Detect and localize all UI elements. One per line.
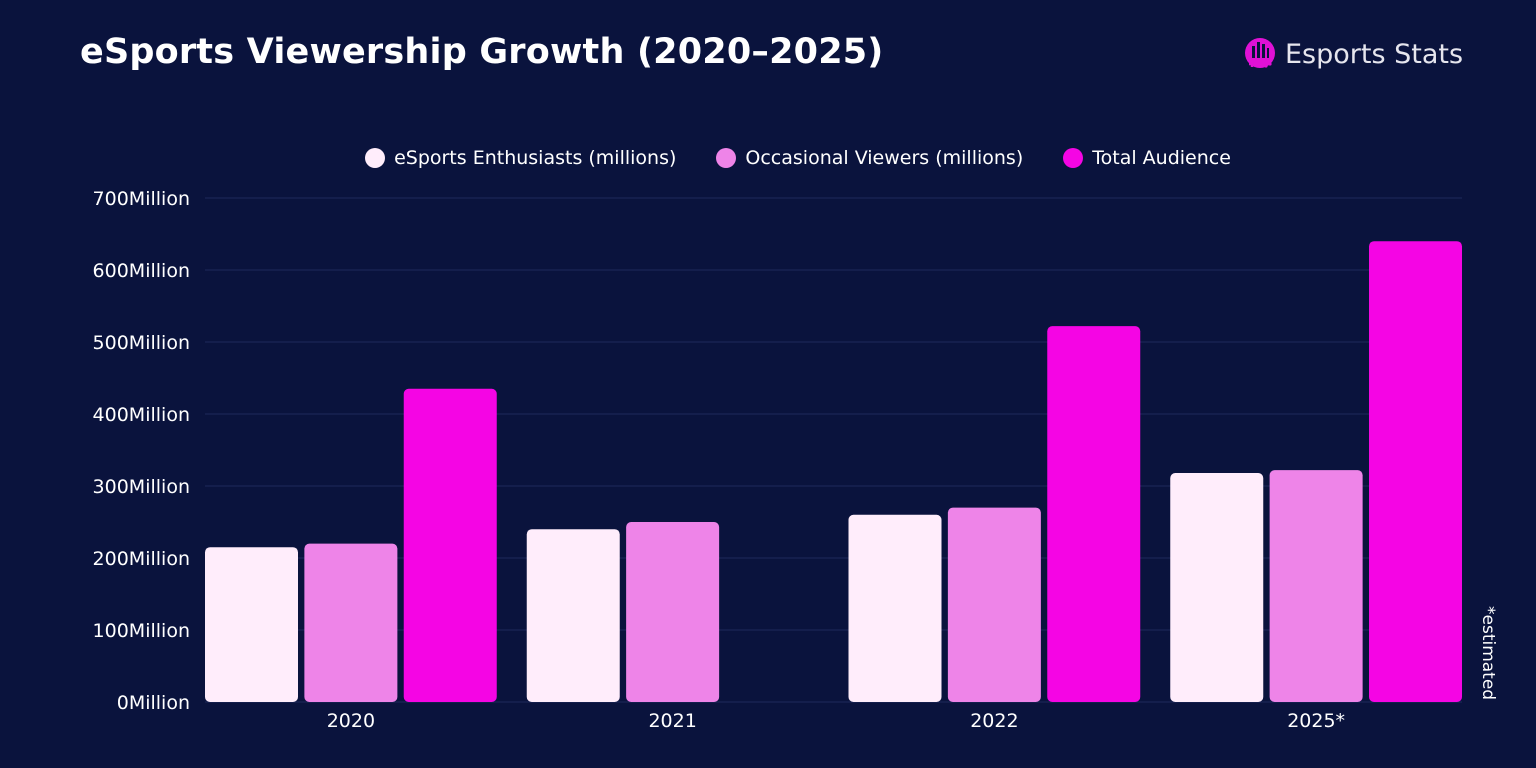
legend: eSports Enthusiasts (millions) Occasiona…	[0, 147, 1536, 169]
bar-2025*-2[interactable]	[1369, 241, 1462, 702]
legend-item-occasional[interactable]: Occasional Viewers (millions)	[716, 147, 1023, 169]
bar-2020-0[interactable]	[205, 547, 298, 702]
x-tick-label: 2025*	[1287, 710, 1345, 732]
legend-label: Occasional Viewers (millions)	[745, 147, 1024, 169]
bar-2021-0[interactable]	[526, 529, 620, 702]
bar-2025*-0[interactable]	[1170, 473, 1264, 702]
legend-swatch	[716, 148, 737, 168]
legend-item-enthusiasts[interactable]: eSports Enthusiasts (millions)	[365, 147, 676, 169]
footnote: *estimated	[1478, 606, 1498, 701]
bar-2021-1[interactable]	[626, 522, 720, 702]
y-tick-label: 500Million	[93, 332, 190, 354]
x-tick-label: 2020	[327, 710, 375, 732]
bar-2020-1[interactable]	[304, 543, 398, 702]
y-tick-label: 100Million	[93, 620, 190, 642]
chart-gamepad-logo-icon	[1245, 38, 1275, 68]
legend-label: eSports Enthusiasts (millions)	[394, 147, 677, 169]
legend-swatch	[1063, 148, 1084, 168]
y-tick-label: 0Million	[117, 692, 190, 714]
y-tick-label: 300Million	[93, 476, 190, 498]
bar-2022-2[interactable]	[1047, 326, 1141, 702]
y-tick-label: 200Million	[93, 548, 190, 570]
y-tick-label: 400Million	[93, 404, 190, 426]
bar-2022-1[interactable]	[947, 507, 1041, 702]
y-tick-label: 600Million	[93, 260, 190, 282]
y-tick-label: 700Million	[93, 188, 190, 210]
x-tick-label: 2022	[970, 710, 1018, 732]
x-tick-label: 2021	[648, 710, 696, 732]
chart-title: eSports Viewership Growth (2020–2025)	[80, 32, 884, 72]
bar-2020-2[interactable]	[403, 388, 497, 702]
bar-2025*-1[interactable]	[1269, 470, 1363, 702]
legend-label: Total Audience	[1092, 147, 1231, 169]
legend-item-total[interactable]: Total Audience	[1063, 147, 1231, 169]
brand-logo: Esports Stats	[1243, 37, 1463, 71]
legend-swatch	[365, 148, 386, 168]
bar-2022-0[interactable]	[848, 514, 942, 702]
brand-name: Esports Stats	[1285, 38, 1464, 70]
